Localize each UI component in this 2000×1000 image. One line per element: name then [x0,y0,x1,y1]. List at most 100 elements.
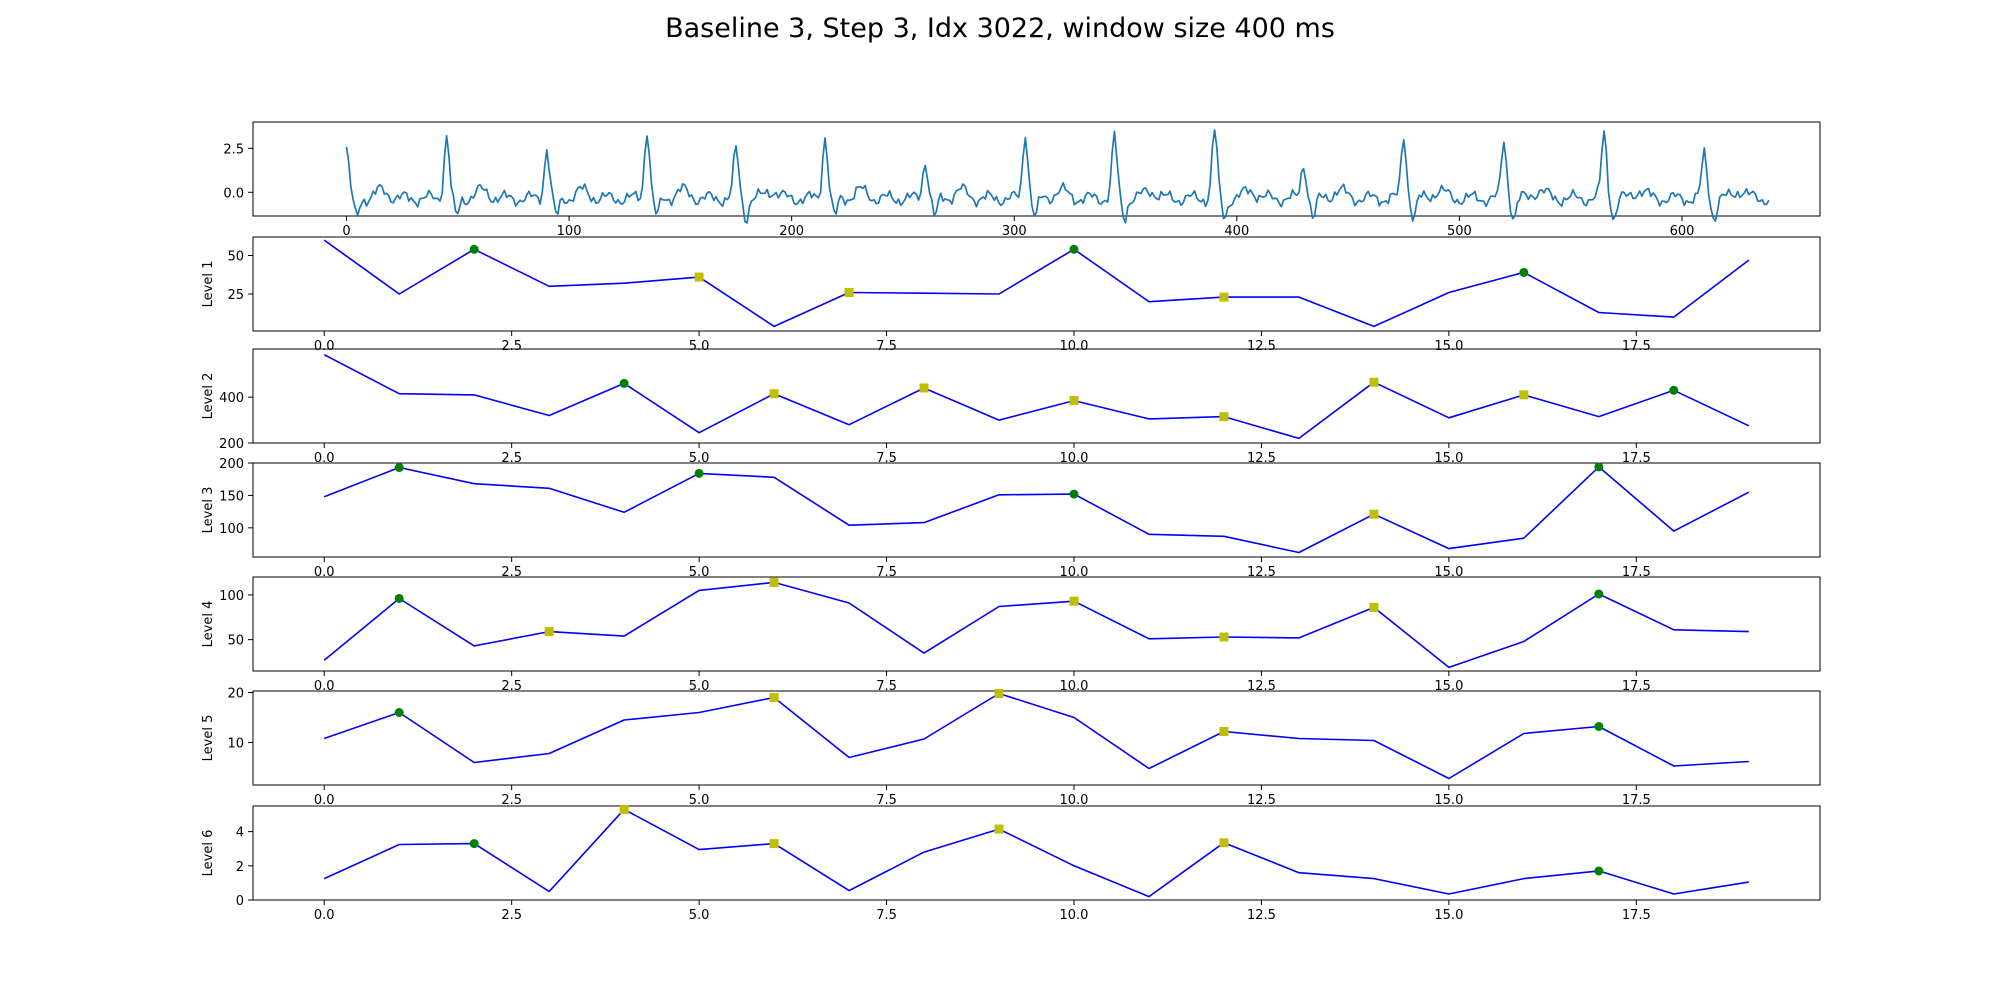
x-tick-label: 12.5 [1247,565,1276,580]
x-tick-label: 12.5 [1247,908,1276,923]
series-line [323,353,1750,440]
x-tick-label: 5.0 [689,679,710,694]
green-marker [1069,244,1079,254]
panel-6: 0.0 2.5 5.0 7.5 10.0 12.5 15.0 17.5 0 2 4 Level 6 [201,804,1821,923]
x-tick-label: 0 [342,224,350,239]
x-tick-label: 5.0 [689,793,710,808]
green-marker [694,468,704,478]
series-line [345,129,1770,224]
x-tick-label: 0.0 [314,565,335,580]
green-marker [394,593,404,603]
x-tick-label: 10.0 [1060,565,1089,580]
green-marker [394,463,404,473]
axes-frame [252,576,1821,672]
yellow-marker [619,804,629,814]
x-tick-label: 17.5 [1622,679,1651,694]
axes-frame [252,236,1821,332]
green-marker [469,244,479,254]
y-tick-label: 10 [227,737,244,752]
y-tick-label: 50 [227,249,244,264]
yellow-marker [919,383,929,393]
panel-3: 0.0 2.5 5.0 7.5 10.0 12.5 15.0 17.5 100 150 200Lev… [201,457,1821,580]
page-title: Baseline 3, Step 3, Idx 3022, window siz… [665,13,1335,44]
green-marker [1594,866,1604,876]
x-tick-label: 12.5 [1247,793,1276,808]
panel-1: 0.0 2.5 5.0 7.5 10.0 12.5 15.0 17.5 25 50 Level 1 [201,236,1821,354]
y-tick-label: 2.5 [223,142,244,157]
yellow-marker [1219,727,1229,736]
yellow-marker [1219,412,1229,422]
x-tick-label: 2.5 [501,679,522,694]
x-tick-label: 12.5 [1247,339,1276,354]
yellow-marker [1219,838,1229,848]
series-line [323,466,1750,554]
yellow-marker [694,272,704,282]
green-marker [1594,722,1604,731]
x-tick-label: 200 [779,224,804,239]
x-tick-label: 2.5 [501,339,522,354]
yellow-marker [994,824,1004,834]
x-tick-label: 15.0 [1434,339,1463,354]
green-marker [394,708,404,717]
x-tick-label: 12.5 [1247,451,1276,466]
y-tick-label: 400 [219,391,244,406]
y-tick-label: 20 [227,687,244,702]
yellow-marker [769,839,779,849]
green-marker [1519,267,1529,277]
x-tick-label: 5.0 [689,908,710,923]
axes-frame [252,805,1821,901]
yellow-marker [769,693,779,702]
y-axis-label: Level 3 [201,487,216,534]
axes-frame [252,121,1821,217]
x-tick-label: 2.5 [501,565,522,580]
x-tick-label: 5.0 [689,339,710,354]
yellow-marker [1369,602,1379,612]
x-tick-label: 15.0 [1434,565,1463,580]
x-tick-label: 17.5 [1622,339,1651,354]
x-tick-label: 10.0 [1060,679,1089,694]
panel-2: 0.0 2.5 5.0 7.5 10.0 12.5 15.0 17.5 200 400Level … [201,348,1821,466]
x-tick-label: 0.0 [314,679,335,694]
x-tick-label: 5.0 [689,451,710,466]
x-tick-label: 10.0 [1060,793,1089,808]
y-tick-label: 0.0 [223,186,244,201]
series-line [323,581,1749,669]
yellow-marker [994,689,1004,698]
y-tick-label: 200 [219,457,244,472]
x-tick-label: 0.0 [314,793,335,808]
yellow-marker [1219,632,1229,642]
x-tick-label: 17.5 [1622,565,1651,580]
x-tick-label: 300 [1002,224,1027,239]
y-axis-label: Level 6 [201,830,216,877]
yellow-marker [1219,292,1229,302]
green-marker [1669,385,1679,395]
green-marker [1594,462,1604,472]
panel-0: 0 100 200 300 400 500 600 0.0 2.5 [223,121,1821,239]
x-tick-label: 17.5 [1622,793,1651,808]
green-marker [1594,589,1604,599]
y-tick-label: 200 [219,437,244,452]
y-tick-label: 25 [227,288,244,303]
y-tick-label: 0 [236,894,244,909]
x-tick-label: 10.0 [1060,339,1089,354]
panel-5: 0.0 2.5 5.0 7.5 10.0 12.5 15.0 17.5 10 20 Level 5 [201,687,1821,808]
x-tick-label: 10.0 [1060,451,1089,466]
x-tick-label: 15.0 [1434,679,1463,694]
yellow-marker [769,389,779,399]
x-tick-label: 7.5 [876,565,897,580]
x-tick-label: 100 [557,224,582,239]
yellow-marker [769,577,779,587]
y-tick-label: 2 [236,860,244,875]
x-tick-label: 600 [1670,224,1695,239]
x-tick-label: 7.5 [876,679,897,694]
x-tick-label: 15.0 [1434,908,1463,923]
y-tick-label: 50 [227,634,244,649]
axes-frame [252,348,1821,444]
green-marker [619,378,629,388]
x-tick-label: 5.0 [689,565,710,580]
yellow-marker [1519,390,1529,400]
x-tick-label: 12.5 [1247,679,1276,694]
y-axis-label: Level 5 [201,715,216,762]
